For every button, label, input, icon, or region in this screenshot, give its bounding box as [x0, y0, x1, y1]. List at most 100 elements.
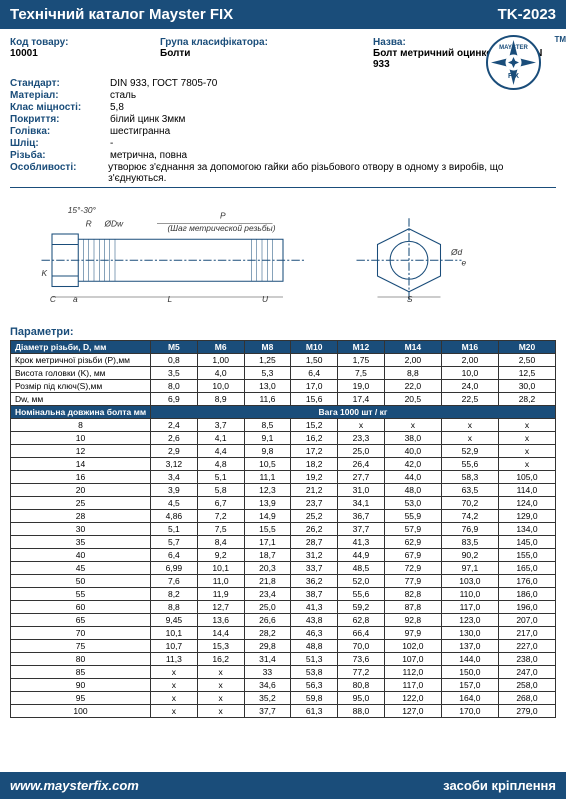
cell: 2,00 — [384, 354, 441, 367]
cell: 31,0 — [338, 484, 385, 497]
cell: 26,2 — [291, 523, 338, 536]
cell: 19,2 — [291, 471, 338, 484]
cell: 34,1 — [338, 497, 385, 510]
cell: 110,0 — [441, 588, 498, 601]
cell: 2,4 — [151, 419, 198, 432]
cell: x — [498, 432, 555, 445]
cell: 21,8 — [244, 575, 291, 588]
cell: 27,7 — [338, 471, 385, 484]
cell: 62,8 — [338, 614, 385, 627]
cell: 97,1 — [441, 562, 498, 575]
cell: 155,0 — [498, 549, 555, 562]
cell: 55,9 — [384, 510, 441, 523]
th-size: M10 — [291, 341, 338, 354]
cell: 8,5 — [244, 419, 291, 432]
param-label: Розмір під ключ(S),мм — [11, 380, 151, 393]
cell: 0,8 — [151, 354, 198, 367]
cell: 55,6 — [338, 588, 385, 601]
cell: 23,4 — [244, 588, 291, 601]
cell: 13,9 — [244, 497, 291, 510]
cell: 1,00 — [197, 354, 244, 367]
cell: 76,9 — [441, 523, 498, 536]
cell: 25,2 — [291, 510, 338, 523]
length-cell: 80 — [11, 653, 151, 666]
cell: 227,0 — [498, 640, 555, 653]
cell: 11,9 — [197, 588, 244, 601]
cell: 44,9 — [338, 549, 385, 562]
cell: x — [197, 666, 244, 679]
content: Код товару: 10001 Група класифікатора: Б… — [0, 29, 566, 722]
cell: x — [441, 432, 498, 445]
length-cell: 95 — [11, 692, 151, 705]
header: Технічний каталог Mayster FIX TK-2023 — [0, 0, 566, 29]
cell: 8,9 — [197, 393, 244, 406]
footer-url: www.maysterfix.com — [10, 778, 139, 793]
cell: x — [151, 679, 198, 692]
spec-value: білий цинк 3мкм — [110, 114, 185, 125]
cell: 14,4 — [197, 627, 244, 640]
length-cell: 10 — [11, 432, 151, 445]
cell: 8,4 — [197, 536, 244, 549]
cell: 28,2 — [244, 627, 291, 640]
params-table: Діаметр різьби, D, ммM5M6M8M10M12M14M16M… — [10, 340, 556, 718]
cell: 26,6 — [244, 614, 291, 627]
cell: 70,2 — [441, 497, 498, 510]
cell: x — [338, 419, 385, 432]
cell: 9,8 — [244, 445, 291, 458]
length-cell: 16 — [11, 471, 151, 484]
cell: x — [151, 666, 198, 679]
cell: 10,1 — [197, 562, 244, 575]
cell: 33,7 — [291, 562, 338, 575]
th-size: M5 — [151, 341, 198, 354]
length-cell: 35 — [11, 536, 151, 549]
cell: 62,9 — [384, 536, 441, 549]
cell: x — [197, 705, 244, 718]
svg-text:a: a — [73, 294, 78, 304]
cell: 57,9 — [384, 523, 441, 536]
param-label: Крок метричної різьби (P),мм — [11, 354, 151, 367]
technical-diagram: 15°-30° R ØDw K C a L U P (Шаг метрическ… — [10, 195, 556, 315]
footer-tagline: засоби кріплення — [443, 778, 556, 793]
cell: 10,1 — [151, 627, 198, 640]
spec-label: Стандарт: — [10, 78, 110, 89]
cell: 23,3 — [338, 432, 385, 445]
cell: 11,6 — [244, 393, 291, 406]
cell: 20,3 — [244, 562, 291, 575]
info-block: Код товару: 10001 Група класифікатора: Б… — [10, 37, 556, 70]
cell: 44,0 — [384, 471, 441, 484]
length-cell: 12 — [11, 445, 151, 458]
group-label: Група класифікатора: — [160, 37, 343, 48]
cell: 2,9 — [151, 445, 198, 458]
cell: 17,4 — [338, 393, 385, 406]
code-value: 10001 — [10, 48, 130, 59]
cell: 3,7 — [197, 419, 244, 432]
cell: 31,2 — [291, 549, 338, 562]
cell: 97,9 — [384, 627, 441, 640]
cell: 12,7 — [197, 601, 244, 614]
cell: 8,0 — [151, 380, 198, 393]
cell: x — [498, 458, 555, 471]
cell: 22,5 — [441, 393, 498, 406]
cell: 56,3 — [291, 679, 338, 692]
svg-text:Ød: Ød — [450, 247, 463, 257]
cell: 4,4 — [197, 445, 244, 458]
length-cell: 28 — [11, 510, 151, 523]
cell: 30,0 — [498, 380, 555, 393]
th-length: Номінальна довжина болта мм — [11, 406, 151, 419]
svg-text:C: C — [50, 294, 57, 304]
cell: 29,8 — [244, 640, 291, 653]
length-cell: 14 — [11, 458, 151, 471]
cell: 17,0 — [291, 380, 338, 393]
cell: 9,1 — [244, 432, 291, 445]
param-label: Висота головки (K), мм — [11, 367, 151, 380]
cell: 2,00 — [441, 354, 498, 367]
cell: 90,2 — [441, 549, 498, 562]
cell: 37,7 — [338, 523, 385, 536]
cell: 66,4 — [338, 627, 385, 640]
spec-value: 5,8 — [110, 102, 124, 113]
specs: Стандарт:DIN 933, ГОСТ 7805-70Матеріал:с… — [10, 78, 556, 184]
length-cell: 50 — [11, 575, 151, 588]
logo: MAYSTER FIX TM — [486, 35, 556, 105]
header-title: Технічний каталог Mayster FIX — [10, 6, 233, 23]
cell: 186,0 — [498, 588, 555, 601]
